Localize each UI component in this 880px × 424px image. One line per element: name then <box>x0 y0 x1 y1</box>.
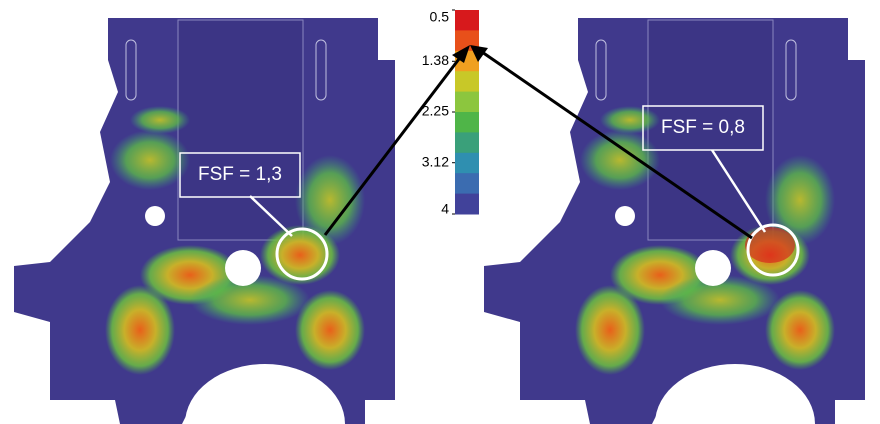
annotation-label: FSF = 1,3 <box>198 164 282 185</box>
colorbar-segment <box>455 153 479 174</box>
colorbar-segment <box>455 71 479 92</box>
figure: 0.5 1.38 2.25 3.12 4 FSF = 1,3 FSF = 0,8 <box>0 0 880 424</box>
annotation-label: FSF = 0,8 <box>661 117 745 138</box>
colorbar: 0.5 1.38 2.25 3.12 4 <box>422 9 479 217</box>
colorbar-segment <box>455 92 479 113</box>
colorbar-segment <box>455 112 479 133</box>
colorbar-tick-label: 0.5 <box>430 9 450 25</box>
colorbar-tick-label: 4 <box>441 201 449 217</box>
colorbar-segment <box>455 194 479 215</box>
colorbar-tick-label: 1.38 <box>422 52 449 68</box>
left-model <box>14 18 395 424</box>
colorbar-tick-label: 2.25 <box>422 103 449 119</box>
colorbar-segment <box>455 132 479 153</box>
colorbar-segment <box>455 10 479 31</box>
colorbar-tick-label: 3.12 <box>422 153 449 169</box>
right-model <box>484 18 865 424</box>
colorbar-segment <box>455 173 479 194</box>
hot-spot <box>745 227 795 263</box>
